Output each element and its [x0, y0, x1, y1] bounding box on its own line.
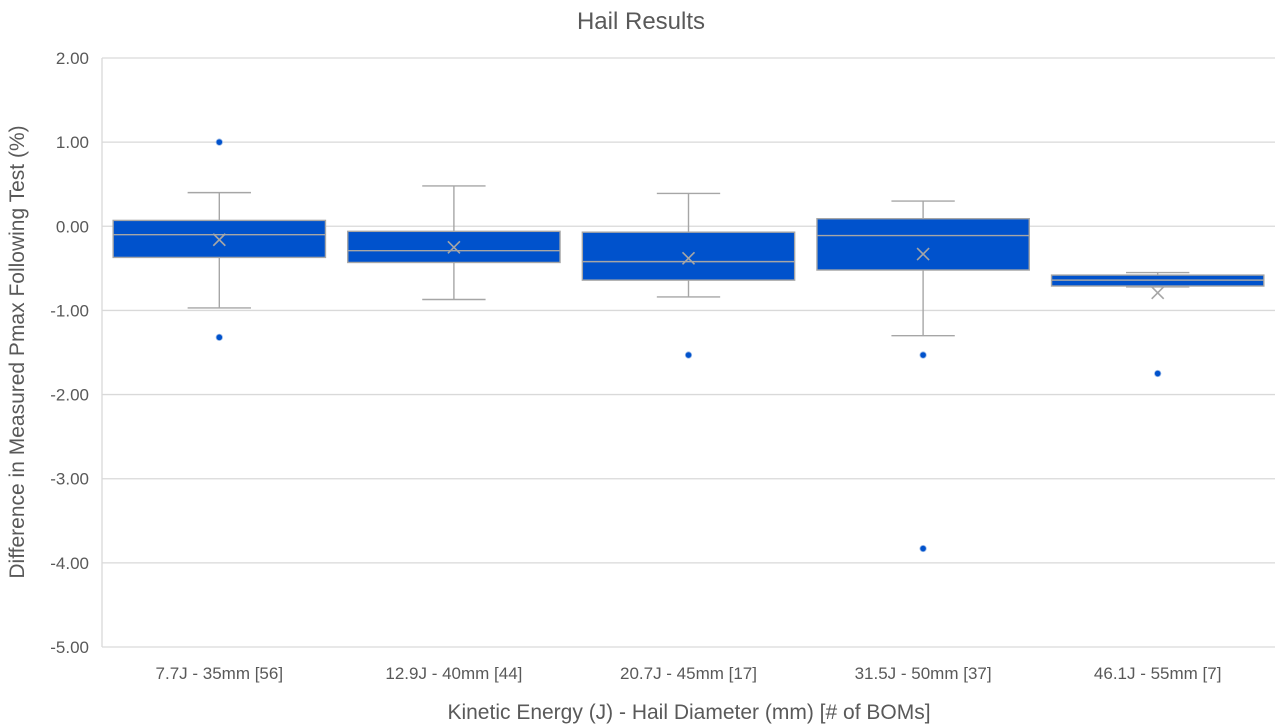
mean-marker [212, 233, 226, 247]
y-tick-label: 0.00 [56, 217, 89, 236]
x-axis-tick-labels: 7.7J - 35mm [56] 12.9J - 40mm [44] 20.7J -… [156, 664, 1222, 683]
box-group [816, 200, 1030, 553]
box [816, 218, 1030, 271]
y-tick-label: -2.00 [50, 386, 89, 405]
box-group [112, 138, 327, 341]
x-axis-title: Kinetic Energy (J) - Hail Diameter (mm) … [447, 701, 930, 724]
y-tick-label: -4.00 [50, 554, 89, 573]
y-axis-title: Difference in Measured Pmax Following Te… [6, 125, 29, 578]
mean-marker-stroke [212, 233, 226, 247]
chart-title: Hail Results [577, 8, 705, 35]
x-tick-label: 20.7J - 45mm [17] [620, 664, 757, 683]
y-tick-label: -3.00 [50, 470, 89, 489]
mean-marker [681, 251, 696, 265]
box [581, 231, 796, 281]
box-group [347, 185, 561, 301]
mean-marker-stroke [1151, 286, 1165, 300]
box [347, 230, 561, 264]
mean-marker [1151, 286, 1165, 300]
y-axis-tick-labels: 2.00 1.00 0.00 -1.00 -2.00 -3.00 -4.00 -5.00 [50, 49, 89, 657]
box-series [112, 138, 1265, 553]
mean-marker-stroke [447, 240, 461, 254]
mean-marker-stroke [916, 247, 930, 261]
outlier-point [919, 351, 927, 359]
x-tick-label: 7.7J - 35mm [56] [156, 664, 284, 683]
mean-marker-stroke [681, 251, 696, 265]
x-tick-label: 12.9J - 40mm [44] [385, 664, 522, 683]
box-group [581, 192, 796, 359]
mean-marker [447, 240, 461, 254]
y-tick-label: 1.00 [56, 133, 89, 152]
y-tick-label: 2.00 [56, 49, 89, 68]
x-tick-label: 31.5J - 50mm [37] [855, 664, 992, 683]
outlier-point [919, 544, 927, 553]
outlier-point [684, 351, 693, 359]
outlier-point [215, 138, 223, 146]
mean-marker [916, 247, 930, 261]
x-tick-label: 46.1J - 55mm [7] [1094, 664, 1222, 683]
outlier-point [1154, 369, 1162, 378]
y-tick-label: -1.00 [50, 301, 89, 320]
y-tick-label: -5.00 [50, 638, 89, 657]
outlier-point [215, 333, 223, 341]
box-group [1050, 271, 1265, 378]
